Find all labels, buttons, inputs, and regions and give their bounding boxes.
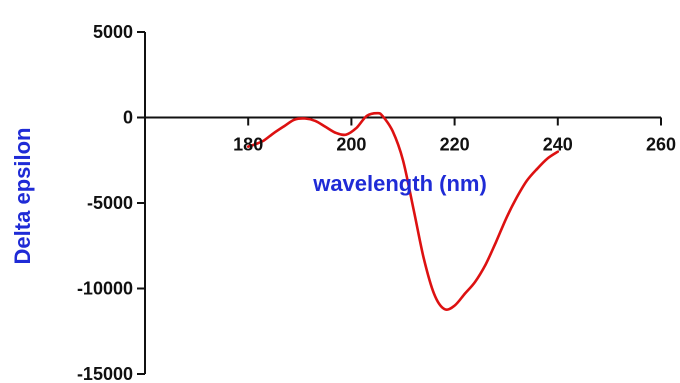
y-tick-label: 5000	[93, 22, 133, 42]
series-line-0	[246, 111, 560, 311]
y-tick-label: -15000	[77, 364, 133, 383]
labels: 5000 0 -5000 -10000 -15000 180 200 220 240 260 wav…	[10, 22, 676, 383]
x-axis-title: wavelength (nm)	[312, 171, 487, 196]
x-tick-label: 200	[336, 135, 366, 155]
y-axis-title: Delta epsilon	[10, 128, 35, 265]
x-tick-label: 180	[233, 135, 263, 155]
x-tick-label: 240	[543, 135, 573, 155]
y-tick-label: 0	[123, 108, 133, 128]
x-tick-label: 260	[646, 135, 676, 155]
x-tick-label: 220	[440, 135, 470, 155]
y-tick-label: -10000	[77, 279, 133, 299]
series	[246, 111, 560, 311]
axes	[137, 31, 662, 375]
y-tick-label: -5000	[87, 193, 133, 213]
